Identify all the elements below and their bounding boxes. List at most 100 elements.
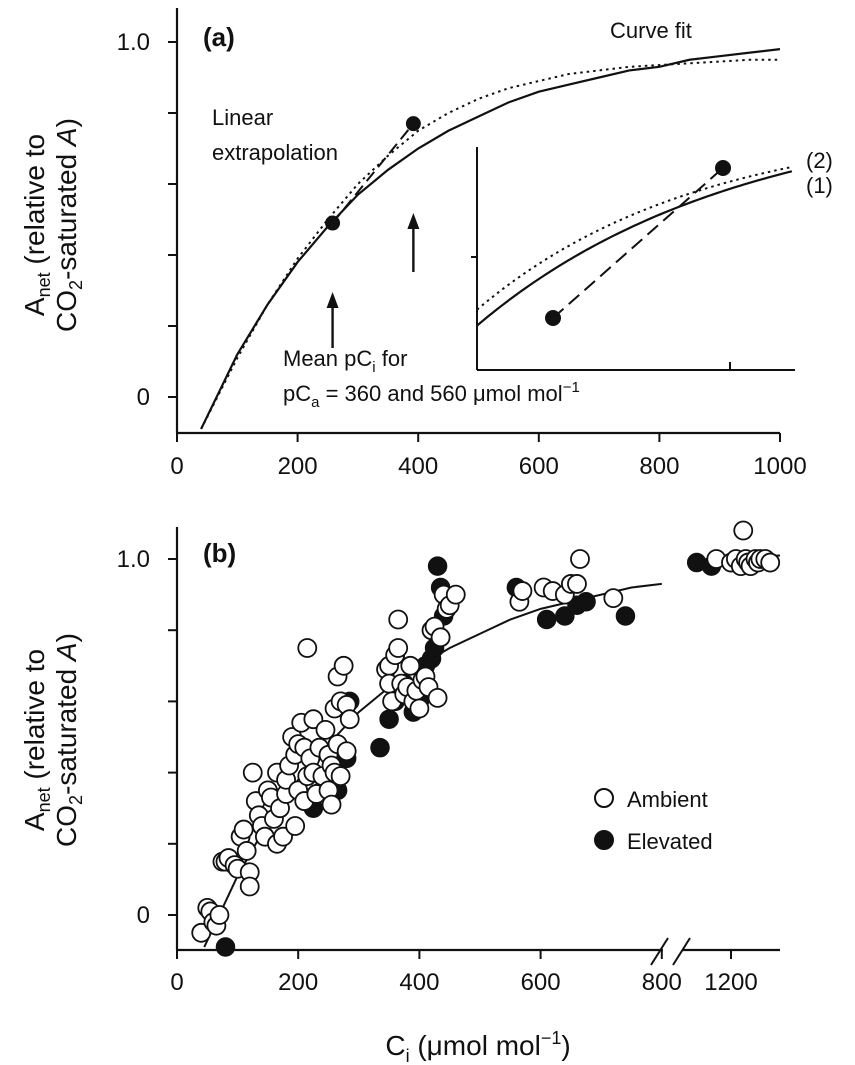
panel-b-label: (b): [203, 538, 236, 568]
y-title-b-A2: A: [51, 642, 82, 663]
ambient-point: [233, 819, 254, 840]
ambient-point: [400, 655, 421, 676]
panel-a: 0 200 400 600 800 1000 01.0 (a) Curve fit Lin…: [117, 8, 833, 480]
panel-a-points: [325, 116, 421, 231]
legend-ambient-marker: [594, 788, 614, 808]
axis-break-mark-1: [650, 937, 669, 966]
elevated-point: [536, 609, 557, 630]
y-title-b-sat: -saturated: [51, 661, 82, 795]
mean-pci-tail: for: [376, 346, 408, 371]
panel-a-x-ticks: 0 200 400 600 800 1000: [170, 433, 807, 480]
panel-b-y-tick-label: 0: [137, 902, 150, 929]
ambient-point: [603, 588, 624, 609]
inset-line-dashed: [552, 167, 724, 319]
panel-a-x-tick-label: 800: [639, 453, 679, 480]
panel-a-y-tick-label: 1.0: [117, 29, 150, 56]
legend: Ambient Elevated: [594, 787, 713, 854]
inset: (2) (1): [471, 147, 833, 371]
elevated-point: [615, 606, 636, 626]
panel-b-x-ticks: 0 200 400 600 800 1200: [170, 950, 758, 996]
y-title-a-sat: -saturated: [51, 146, 82, 280]
ambient-point: [336, 741, 357, 762]
y-title-a-co: CO: [51, 290, 82, 332]
inset-label-1: (1): [806, 173, 833, 198]
panel-b-x-tick-label: 600: [521, 969, 561, 996]
panel-a-x-tick-label: 400: [398, 453, 438, 480]
x-axis-title-sub: i: [406, 1046, 410, 1065]
panel-a-line-solid: [200, 48, 781, 430]
y-title-a-rest: (relative to: [19, 134, 50, 273]
ambient-point: [445, 584, 466, 605]
inset-label-2: (2): [806, 148, 833, 173]
mean-pci-arrowhead: [326, 292, 339, 308]
ambient-point: [388, 609, 409, 630]
ambient-point: [285, 816, 306, 836]
panel-a-line-dashed: [331, 123, 415, 224]
panel-b-points: [191, 520, 781, 957]
panel-b-y-ticks: 01.0: [117, 546, 177, 929]
y-title-a-A: A: [19, 297, 50, 316]
panel-a-line-dotted: [200, 58, 780, 430]
panel-b-x-tick-label: 200: [278, 969, 318, 996]
x-axis-title-sup: −1: [541, 1028, 562, 1048]
y-title-a-line2: CO2-saturated A): [51, 118, 86, 332]
mean-pca-sup: −1: [563, 379, 580, 396]
elevated-point: [576, 591, 596, 612]
y-title-a-close: ): [51, 118, 82, 127]
x-axis-title-main: C: [385, 1030, 405, 1061]
x-axis-title-tail: (μmol mol: [410, 1030, 541, 1061]
ambient-point: [570, 549, 590, 569]
panel-a-label: (a): [203, 22, 235, 52]
ambient-point: [567, 574, 587, 594]
curve-fit-label: Curve fit: [610, 18, 692, 43]
ambient-point: [297, 638, 318, 658]
panel-b: 0 200 400 600 800 1200 01.0 (b) Ambient Eleva…: [117, 520, 781, 1065]
panel-b-x-tick-label: 0: [170, 969, 183, 996]
y-title-a-co-sub: 2: [66, 280, 86, 290]
panel-a-x-tick-label: 0: [170, 453, 183, 480]
ambient-point: [330, 766, 351, 787]
ambient-point: [333, 655, 354, 676]
elevated-point: [370, 737, 390, 758]
panel-a-point: [405, 116, 421, 132]
panel-b-x-tick-label: 1200: [704, 969, 757, 996]
inset-point: [715, 160, 731, 176]
y-title-a-line1: Anet (relative to: [19, 134, 54, 316]
ambient-point: [409, 698, 430, 719]
panel-a-series: [200, 48, 781, 430]
mean-pca-tail: = 360 and 560 μmol mol: [319, 381, 562, 406]
y-title-b-rest: (relative to: [19, 649, 50, 788]
legend-elevated-label: Elevated: [627, 829, 713, 854]
ambient-point: [339, 709, 360, 730]
panel-a-x-tick-label: 200: [278, 453, 318, 480]
mean-pci-text: Mean pC: [283, 346, 372, 371]
mean-pca-text: pC: [283, 381, 311, 406]
inset-point: [545, 310, 561, 326]
ambient-point: [242, 762, 263, 783]
x-axis-title: Ci (μmol mol−1): [385, 1028, 570, 1065]
y-axis-title-b: Anet (relative to CO2-saturated A): [19, 633, 86, 847]
elevated-point: [379, 709, 399, 729]
ambient-point: [209, 905, 230, 925]
ambient-point: [430, 627, 451, 648]
mean-pca-sub: a: [311, 394, 320, 411]
y-title-a-A2: A: [51, 127, 82, 148]
y-title-b-line2: CO2-saturated A): [51, 633, 86, 847]
ambient-point: [315, 719, 336, 740]
ambient-point: [388, 638, 409, 658]
panel-b-y-tick-label: 1.0: [117, 546, 150, 573]
elevated-point: [215, 937, 236, 957]
ambient-point: [236, 841, 257, 861]
y-axis-title-a: Anet (relative to CO2-saturated A): [19, 118, 86, 332]
y-title-b-A: A: [19, 812, 50, 831]
ambient-point: [321, 794, 342, 815]
y-title-b-close: ): [51, 633, 82, 642]
legend-elevated-marker: [594, 830, 614, 850]
ambient-point: [239, 876, 260, 897]
inset-series: [476, 160, 793, 327]
panel-a-y-tick-label: 0: [137, 384, 150, 411]
panel-a-x-tick-label: 1000: [753, 453, 806, 480]
y-title-b-co: CO: [51, 805, 82, 847]
inset-line-dotted: [476, 165, 793, 311]
